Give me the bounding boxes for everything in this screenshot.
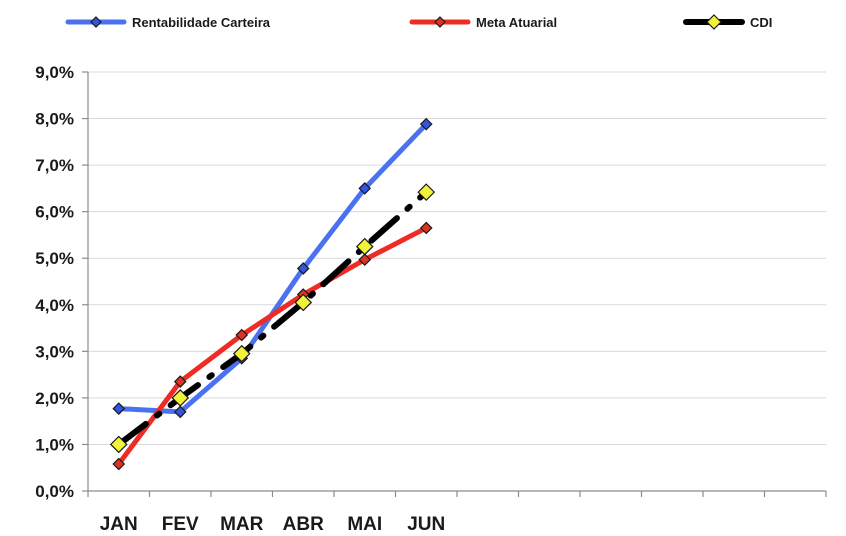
legend-marker-cdi <box>706 14 722 30</box>
y-tick-label: 1,0% <box>35 435 74 454</box>
y-tick-label: 7,0% <box>35 156 74 175</box>
data-point-cdi-fev <box>171 389 190 407</box>
y-tick-label: 9,0% <box>35 63 74 82</box>
data-point-rentabilidade-carteira-abr <box>296 262 310 275</box>
series-line-meta-atuarial <box>116 225 429 467</box>
legend-item-cdi: CDI <box>683 14 772 30</box>
data-point-meta-atuarial-fev <box>173 375 187 388</box>
data-point-cdi-jun <box>417 183 436 201</box>
x-tick-label-fev: FEV <box>162 514 199 535</box>
legend: Rentabilidade Carteira Meta Atuarial CDI <box>65 14 772 30</box>
y-tick-label: 8,0% <box>35 110 74 129</box>
x-tick-label-jun: JUN <box>407 514 445 535</box>
data-point-meta-atuarial-jan <box>112 457 126 471</box>
y-tick-label: 4,0% <box>35 296 74 315</box>
data-point-cdi-mai <box>355 237 374 256</box>
data-point-meta-atuarial-mai <box>358 253 372 266</box>
x-tick-label-abr: ABR <box>283 514 324 535</box>
series-line-rentabilidade-carteira <box>116 121 429 415</box>
series-cdi <box>109 183 436 454</box>
data-point-meta-atuarial-mar <box>235 328 249 342</box>
x-tick-label-mar: MAR <box>220 514 264 535</box>
data-point-rentabilidade-carteira-mai <box>358 182 372 195</box>
series-meta-atuarial <box>112 221 433 471</box>
series-line-cdi <box>115 189 430 448</box>
legend-label-cdi: CDI <box>750 15 772 30</box>
legend-label-rentabilidade-carteira: Rentabilidade Carteira <box>132 15 271 30</box>
series-rentabilidade-carteira <box>112 117 433 419</box>
gridlines <box>88 71 826 445</box>
data-point-cdi-mar <box>232 344 251 363</box>
data-point-rentabilidade-carteira-jun <box>419 117 433 131</box>
legend-label-meta-atuarial: Meta Atuarial <box>476 15 557 30</box>
y-tick-label: 0,0% <box>35 482 74 501</box>
y-axis-labels: 0,0% 1,0% 2,0% 3,0% 4,0% 5,0% 6,0% 7,0% 8,0% 9,0% <box>35 63 74 501</box>
legend-item-meta-atuarial: Meta Atuarial <box>409 15 557 30</box>
legend-marker-meta-atuarial <box>434 16 446 28</box>
data-point-cdi-jan <box>109 435 128 454</box>
data-point-cdi-abr <box>294 293 313 312</box>
data-point-rentabilidade-carteira-jan <box>112 402 126 415</box>
legend-marker-rentabilidade-carteira <box>90 16 102 28</box>
x-tick-label-mai: MAI <box>347 514 382 535</box>
y-tick-label: 2,0% <box>35 389 74 408</box>
y-tick-label: 5,0% <box>35 249 74 268</box>
y-tick-label: 3,0% <box>35 342 74 361</box>
x-tick-label-jan: JAN <box>100 514 138 535</box>
series-group <box>109 117 436 471</box>
y-tick-label: 6,0% <box>35 203 74 222</box>
legend-item-rentabilidade-carteira: Rentabilidade Carteira <box>65 15 271 30</box>
data-point-rentabilidade-carteira-fev <box>173 405 187 419</box>
axes <box>82 71 827 497</box>
x-axis-labels: JAN FEV MAR ABR MAI JUN <box>100 514 446 535</box>
data-point-meta-atuarial-jun <box>419 221 433 235</box>
